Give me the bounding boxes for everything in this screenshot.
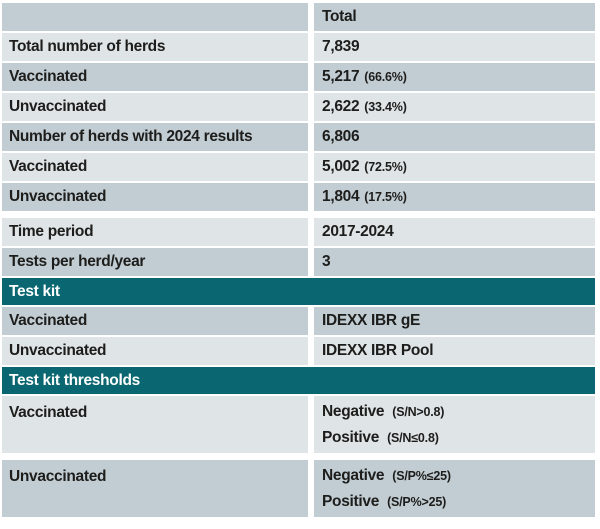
row-label: Tests per herd/year [2,248,308,276]
value-number: 2,622 [322,98,360,115]
table-header-row: Total [2,3,595,31]
row-value: 2,622 (33.4%) [314,93,595,121]
value-number: 1,804 [322,188,360,205]
value-number: 5,002 [322,158,360,175]
row-value: Negative (S/P%≤25) Positive (S/P%>25) [314,460,595,517]
table-row: Unvaccinated 2,622 (33.4%) [2,93,595,121]
threshold-line: Positive (S/P%>25) [322,489,595,515]
row-value: IDEXX IBR gE [314,307,595,335]
value-percent: (17.5%) [364,190,407,204]
row-value: 3 [314,248,595,276]
row-label: Vaccinated [2,153,308,181]
row-label: Vaccinated [2,63,308,91]
value-percent: (72.5%) [364,160,407,174]
row-value: 5,002 (72.5%) [314,153,595,181]
row-label: Vaccinated [2,307,308,335]
table-row: Unvaccinated 1,804 (17.5%) [2,183,595,211]
threshold-word: Positive [322,493,380,510]
column-header-total: Total [314,3,595,31]
threshold-line: Negative (S/N>0.8) [322,399,595,425]
table-row: Vaccinated Negative (S/N>0.8) Positive (… [2,396,595,453]
table-row: Vaccinated 5,217 (66.6%) [2,63,595,91]
threshold-criteria: (S/P%>25) [387,495,447,509]
row-label: Unvaccinated [2,337,308,365]
row-label: Unvaccinated [2,460,308,517]
table-row: Vaccinated IDEXX IBR gE [2,307,595,335]
header-empty-cell [2,3,308,31]
value-percent: (66.6%) [364,70,407,84]
threshold-word: Positive [322,429,380,446]
row-value: 1,804 (17.5%) [314,183,595,211]
table-row: Unvaccinated Negative (S/P%≤25) Positive… [2,460,595,517]
table-row: Tests per herd/year 3 [2,248,595,276]
row-value: 2017-2024 [314,218,595,246]
value-number: 5,217 [322,68,360,85]
table-row: Number of herds with 2024 results 6,806 [2,123,595,151]
threshold-line: Negative (S/P%≤25) [322,463,595,489]
row-label: Time period [2,218,308,246]
row-value: IDEXX IBR Pool [314,337,595,365]
table-row: Unvaccinated IDEXX IBR Pool [2,337,595,365]
section-header-test-kit-thresholds: Test kit thresholds [2,367,595,394]
value-percent: (33.4%) [364,100,407,114]
table-row: Vaccinated 5,002 (72.5%) [2,153,595,181]
threshold-criteria: (S/N>0.8) [392,405,445,419]
threshold-criteria: (S/P%≤25) [392,469,451,483]
threshold-line: Positive (S/N≤0.8) [322,425,595,451]
row-value: 6,806 [314,123,595,151]
table-row: Total number of herds 7,839 [2,33,595,61]
threshold-word: Negative [322,467,385,484]
row-label: Total number of herds [2,33,308,61]
row-label: Vaccinated [2,396,308,453]
section-header-test-kit: Test kit [2,278,595,305]
threshold-criteria: (S/N≤0.8) [387,431,439,445]
row-value: 5,217 (66.6%) [314,63,595,91]
table-row: Time period 2017-2024 [2,218,595,246]
row-label: Number of herds with 2024 results [2,123,308,151]
threshold-word: Negative [322,403,385,420]
row-label: Unvaccinated [2,183,308,211]
row-value: 7,839 [314,33,595,61]
row-value: Negative (S/N>0.8) Positive (S/N≤0.8) [314,396,595,453]
row-label: Unvaccinated [2,93,308,121]
